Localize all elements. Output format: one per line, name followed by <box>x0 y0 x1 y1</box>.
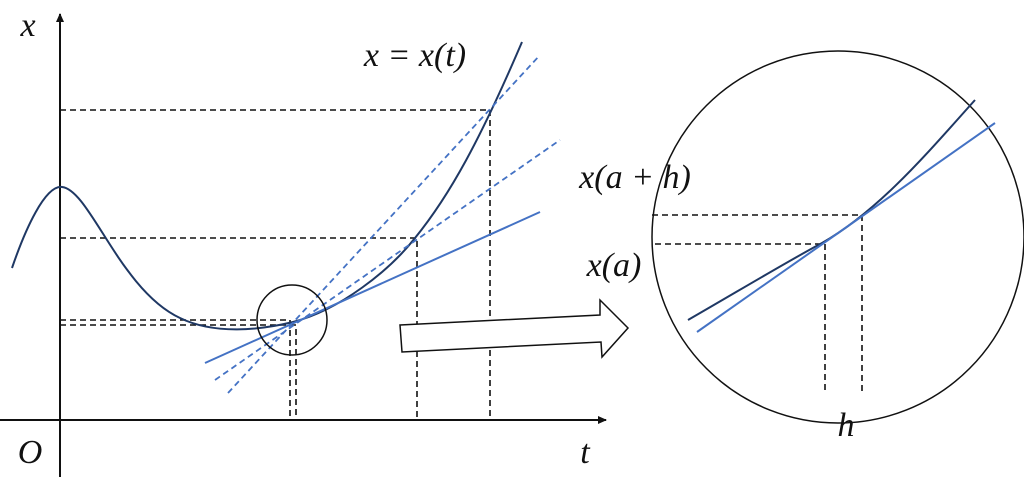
lower-value-label: x(a) <box>586 247 642 284</box>
curve <box>11 41 523 331</box>
zoom-circle <box>256 284 328 356</box>
magnified-circle <box>651 50 1024 424</box>
increment-label: h <box>838 407 855 444</box>
zoom-arrow <box>399 298 630 359</box>
curve-label: x = x(t) <box>363 37 466 74</box>
magnified-guides <box>652 214 863 392</box>
magnified-curve <box>687 99 976 321</box>
magnified-tangent <box>696 122 996 333</box>
origin-label: O <box>18 434 43 471</box>
secant-line <box>214 139 561 381</box>
secant-line <box>227 54 541 394</box>
y-axis-label: x <box>19 7 35 44</box>
upper-value-label: x(a + h) <box>578 159 691 196</box>
tangent-line <box>204 211 541 364</box>
x-axis-label: t <box>580 434 591 471</box>
